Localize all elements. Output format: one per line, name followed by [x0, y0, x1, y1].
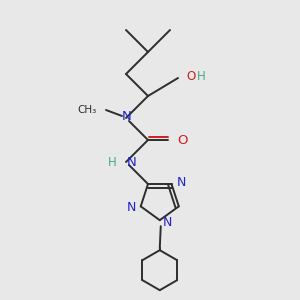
Text: O: O [186, 70, 195, 83]
Text: N: N [122, 110, 132, 124]
Text: N: N [163, 216, 172, 229]
Text: O: O [177, 134, 188, 146]
Text: N: N [176, 176, 186, 188]
Text: N: N [126, 201, 136, 214]
Text: CH₃: CH₃ [78, 105, 97, 115]
Text: N: N [127, 155, 137, 169]
Text: H: H [197, 70, 206, 83]
Text: H: H [108, 155, 117, 169]
